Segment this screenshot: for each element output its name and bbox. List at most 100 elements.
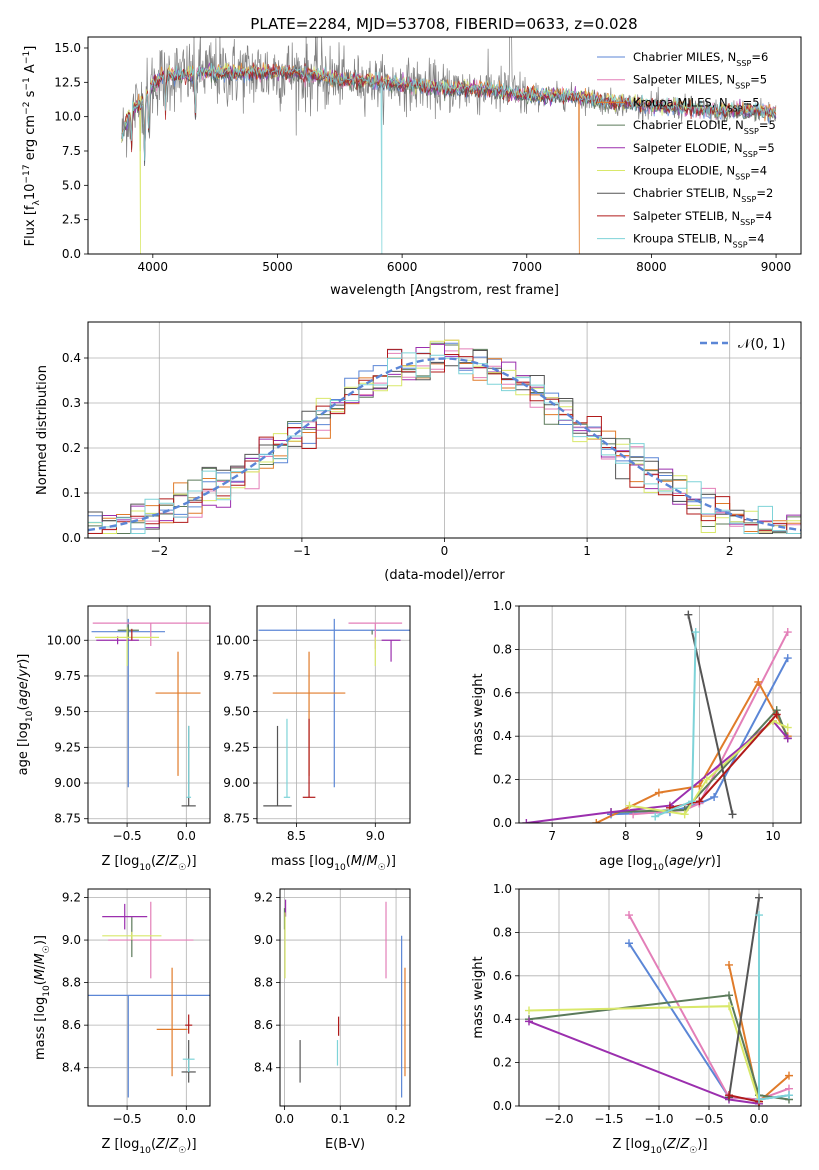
x-tick-label: 9 xyxy=(696,829,704,843)
legend-entry: Kroupa MILES, NSSP=5 xyxy=(633,95,760,113)
x-tick-label: −2.0 xyxy=(544,1112,573,1126)
x-tick-label: −0.5 xyxy=(113,1112,142,1126)
plus-marker xyxy=(783,654,792,663)
errorbar-point xyxy=(381,639,401,662)
x-tick-label: 7 xyxy=(548,829,556,843)
plus-marker xyxy=(607,808,616,817)
legend-entry: Chabrier STELIB, NSSP=2 xyxy=(633,186,773,204)
plus-marker xyxy=(772,710,781,719)
errorbar-point xyxy=(263,725,292,807)
x-tick-label: 0.2 xyxy=(387,1112,406,1126)
plus-marker xyxy=(691,628,700,637)
y-tick-label: 0.4 xyxy=(493,729,512,743)
plus-marker xyxy=(725,991,733,1000)
errorbar-point xyxy=(155,651,201,776)
y-tick-label: 10.00 xyxy=(47,633,81,647)
x-tick-label: 0.0 xyxy=(177,829,196,843)
errorbar-point xyxy=(185,1014,193,1034)
plus-marker xyxy=(728,810,737,819)
weight-series xyxy=(625,717,792,819)
plus-marker xyxy=(783,723,792,732)
y-tick-label: 0.0 xyxy=(493,816,512,830)
y-tick-label: 9.25 xyxy=(223,740,250,754)
x-tick-label: −0.5 xyxy=(113,829,142,843)
weight-line xyxy=(758,915,790,1101)
y-tick-label: 0.4 xyxy=(62,351,81,365)
errorbar-point xyxy=(95,627,160,666)
axes-frame xyxy=(518,605,802,824)
plus-marker xyxy=(592,819,601,823)
errorbar-point xyxy=(88,994,210,1098)
y-tick-label: 8.75 xyxy=(223,812,250,826)
legend-entry: Salpeter STELIB, NSSP=4 xyxy=(633,209,772,227)
y-tick-label: 0.0 xyxy=(493,1099,512,1113)
plus-marker xyxy=(625,939,633,948)
y-tick-label: 1.0 xyxy=(493,882,512,896)
y-tick-label: 0.2 xyxy=(62,441,81,455)
x-tick-label: −1 xyxy=(293,544,311,558)
y-tick-label: 9.2 xyxy=(254,891,273,905)
weight-series xyxy=(725,1091,763,1106)
y-tick-label: 0.0 xyxy=(62,247,81,261)
weight-line xyxy=(633,631,789,816)
x-axis-label: Z [log10(Z/Z☉)] xyxy=(101,854,196,873)
plus-marker xyxy=(702,775,711,784)
plus-marker xyxy=(725,1091,733,1100)
legend-entry: Salpeter MILES, NSSP=5 xyxy=(633,73,767,91)
x-tick-label: 0 xyxy=(441,544,449,558)
axes-frame xyxy=(518,888,802,1107)
legend-entry: Chabrier MILES, NSSP=6 xyxy=(633,50,768,68)
x-tick-label: 8.5 xyxy=(287,829,306,843)
errorbar-point xyxy=(182,1058,195,1072)
y-tick-label: 8.75 xyxy=(54,812,81,826)
weight-series xyxy=(755,911,793,1104)
x-axis-label: age [log10(age/yr)] xyxy=(599,854,721,873)
plot-area-weight_vs_age xyxy=(522,610,792,823)
x-tick-label: −1.5 xyxy=(594,1112,623,1126)
panel-mass_vs_EBV: 0.0 0.1 0.2 8.4 8.6 8.8 9.0 9.2 E(B-V) xyxy=(254,888,411,1152)
y-tick-label: 0.4 xyxy=(493,1012,512,1026)
y-tick-label: 0.8 xyxy=(493,642,512,656)
x-tick-label: 9.0 xyxy=(366,829,385,843)
errorbar-point xyxy=(91,618,165,788)
spectrum-model-line xyxy=(121,62,777,153)
y-tick-label: 8.8 xyxy=(62,976,81,990)
y-axis-label: Normed distribution xyxy=(35,365,50,495)
x-tick-label: 6000 xyxy=(387,260,418,274)
panel-residuals: −2 −1 0 1 2 0.0 0.1 0.2 0.3 0.4 (data-model)/error… xyxy=(35,321,802,583)
y-tick-label: 10.00 xyxy=(216,633,250,647)
y-tick-label: 8.6 xyxy=(254,1018,273,1032)
y-tick-label: 0.2 xyxy=(493,773,512,787)
y-tick-label: 0.2 xyxy=(493,1056,512,1070)
x-tick-label: 7000 xyxy=(511,260,542,274)
plus-marker xyxy=(695,797,704,806)
y-tick-label: 0.6 xyxy=(493,686,512,700)
plus-marker xyxy=(654,788,663,797)
axes-frame xyxy=(87,36,802,255)
x-tick-label: 1 xyxy=(583,544,591,558)
plus-marker xyxy=(710,792,719,801)
errorbar-point xyxy=(283,718,291,798)
plus-marker xyxy=(783,734,792,743)
y-axis-label: mass weight xyxy=(471,673,486,755)
plot-area-residuals xyxy=(88,339,801,534)
y-tick-label: 0.0 xyxy=(62,531,81,545)
x-axis-label: E(B-V) xyxy=(325,1137,365,1152)
x-axis-label: Z [log10(Z/Z☉)] xyxy=(101,1137,196,1156)
errorbar-point xyxy=(156,967,188,1077)
plus-marker xyxy=(522,819,531,823)
normal-curve xyxy=(88,357,801,532)
plus-marker xyxy=(625,801,634,810)
y-tick-label: 5.0 xyxy=(62,178,81,192)
panel-age_vs_mass: 8.5 9.0 8.75 9.00 9.25 9.50 9.75 10.00 mass [log… xyxy=(216,605,411,873)
y-tick-label: 0.8 xyxy=(493,925,512,939)
y-tick-label: 9.75 xyxy=(54,669,81,683)
axes-frame xyxy=(87,888,211,1107)
x-tick-label: 9000 xyxy=(761,260,792,274)
histogram-step xyxy=(88,352,801,534)
plus-marker xyxy=(725,960,733,969)
errorbar-point xyxy=(302,718,316,798)
x-tick-label: 8 xyxy=(622,829,630,843)
x-tick-label: 0.0 xyxy=(749,1112,768,1126)
errorbar-point xyxy=(117,624,139,638)
